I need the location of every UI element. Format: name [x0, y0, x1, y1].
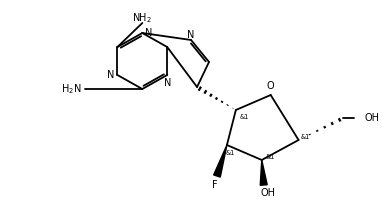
Text: OH: OH: [364, 113, 379, 123]
Text: F: F: [212, 180, 218, 190]
Text: N: N: [187, 30, 195, 40]
Text: NH$_2$: NH$_2$: [133, 11, 152, 25]
Text: &1: &1: [239, 114, 249, 120]
Text: OH: OH: [260, 188, 275, 198]
Text: O: O: [267, 81, 275, 91]
Polygon shape: [214, 145, 227, 177]
Text: &1: &1: [266, 154, 275, 160]
Text: N: N: [164, 78, 171, 88]
Polygon shape: [260, 160, 267, 185]
Text: N: N: [145, 28, 153, 38]
Text: &1: &1: [225, 150, 234, 156]
Text: &1: &1: [301, 134, 310, 140]
Text: N: N: [107, 70, 115, 80]
Text: H$_2$N: H$_2$N: [61, 82, 82, 96]
